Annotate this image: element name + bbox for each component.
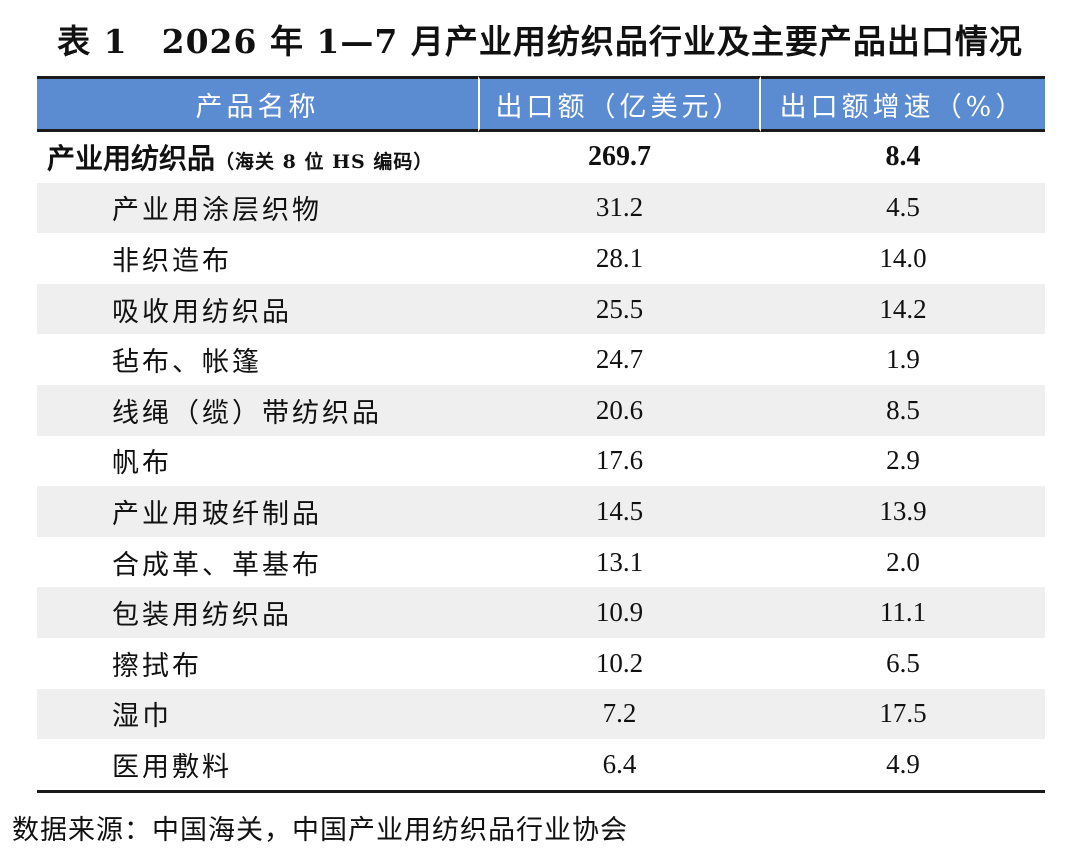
total-name: 产业用纺织品 — [47, 142, 216, 176]
header-row: 产品名称 出口额（亿美元） 出口额增速（%） — [37, 76, 1045, 132]
row-name: 线绳（缆）带纺织品 — [37, 384, 478, 436]
source-note: 数据来源：中国海关，中国产业用纺织品行业协会 — [12, 815, 628, 846]
row-value: 20.6 — [478, 384, 761, 436]
row-growth: 4.9 — [761, 739, 1045, 793]
table-row: 医用敷料 6.4 4.9 — [37, 739, 1045, 793]
row-growth: 2.9 — [886, 445, 920, 476]
total-row: 产业用纺织品（海关 8 位 HS 编码） 269.7 8.4 — [37, 132, 1045, 183]
table-row: 线绳（缆）带纺织品 20.6 8.5 — [37, 384, 1045, 436]
table-row: 擦拭布 10.2 6.5 — [37, 638, 1045, 689]
table-row: 产业用涂层织物 31.2 4.5 — [37, 182, 1045, 234]
row-value: 13.1 — [595, 546, 644, 577]
table-row: 非织造布 28.1 14.0 — [37, 233, 1045, 284]
table-row: 湿巾 7.2 17.5 — [37, 688, 1045, 740]
row-value: 17.6 — [595, 445, 644, 476]
row-growth: 6.5 — [886, 647, 920, 678]
total-note: （海关 8 位 HS 编码） — [215, 151, 434, 174]
table-title: 表 1 2026 年 1—7 月产业用纺织品行业及主要产品出口情况 — [57, 22, 1023, 61]
row-value: 25.5 — [478, 283, 761, 335]
row-value: 7.2 — [478, 688, 761, 740]
row-value: 10.2 — [595, 647, 644, 678]
row-name: 湿巾 — [37, 688, 478, 740]
row-name: 吸收用纺织品 — [37, 283, 478, 335]
table-row: 毡布、帐篷 24.7 1.9 — [37, 334, 1045, 385]
row-value: 31.2 — [478, 182, 761, 234]
header-product-name: 产品名称 — [37, 76, 478, 132]
row-growth: 2.0 — [886, 546, 920, 577]
row-name: 毡布、帐篷 — [112, 347, 262, 379]
export-table: 产品名称 出口额（亿美元） 出口额增速（%） 产业用纺织品（海关 8 位 HS … — [37, 76, 1045, 793]
table-row: 吸收用纺织品 25.5 14.2 — [37, 283, 1045, 335]
row-value: 6.4 — [478, 739, 761, 793]
row-growth: 17.5 — [761, 688, 1045, 740]
table-row: 帆布 17.6 2.9 — [37, 436, 1045, 487]
total-name-cell: 产业用纺织品（海关 8 位 HS 编码） — [37, 132, 478, 183]
row-growth: 11.1 — [761, 587, 1045, 638]
row-growth: 14.2 — [761, 283, 1045, 335]
row-name: 包装用纺织品 — [37, 587, 478, 638]
row-name: 产业用玻纤制品 — [37, 486, 478, 537]
row-growth: 4.5 — [761, 182, 1045, 234]
row-name: 医用敷料 — [37, 739, 478, 793]
row-value: 14.5 — [478, 486, 761, 537]
row-name: 合成革、革基布 — [112, 549, 322, 581]
table-row: 产业用玻纤制品 14.5 13.9 — [37, 486, 1045, 537]
row-growth: 13.9 — [761, 486, 1045, 537]
row-name: 产业用涂层织物 — [37, 182, 478, 234]
row-value: 24.7 — [595, 344, 644, 375]
row-value: 28.1 — [595, 242, 644, 273]
row-growth: 14.0 — [879, 242, 927, 273]
table-row: 合成革、革基布 13.1 2.0 — [37, 537, 1045, 588]
row-growth: 8.5 — [761, 384, 1045, 436]
row-name: 擦拭布 — [112, 650, 202, 682]
row-name: 帆布 — [112, 448, 172, 480]
row-value: 10.9 — [478, 587, 761, 638]
row-name: 非织造布 — [112, 245, 232, 277]
row-growth: 1.9 — [886, 344, 920, 375]
header-export-value: 出口额（亿美元） — [478, 76, 761, 132]
total-value: 269.7 — [588, 141, 651, 173]
header-export-growth: 出口额增速（%） — [761, 76, 1045, 132]
table-row: 包装用纺织品 10.9 11.1 — [37, 587, 1045, 638]
total-growth: 8.4 — [885, 141, 921, 173]
